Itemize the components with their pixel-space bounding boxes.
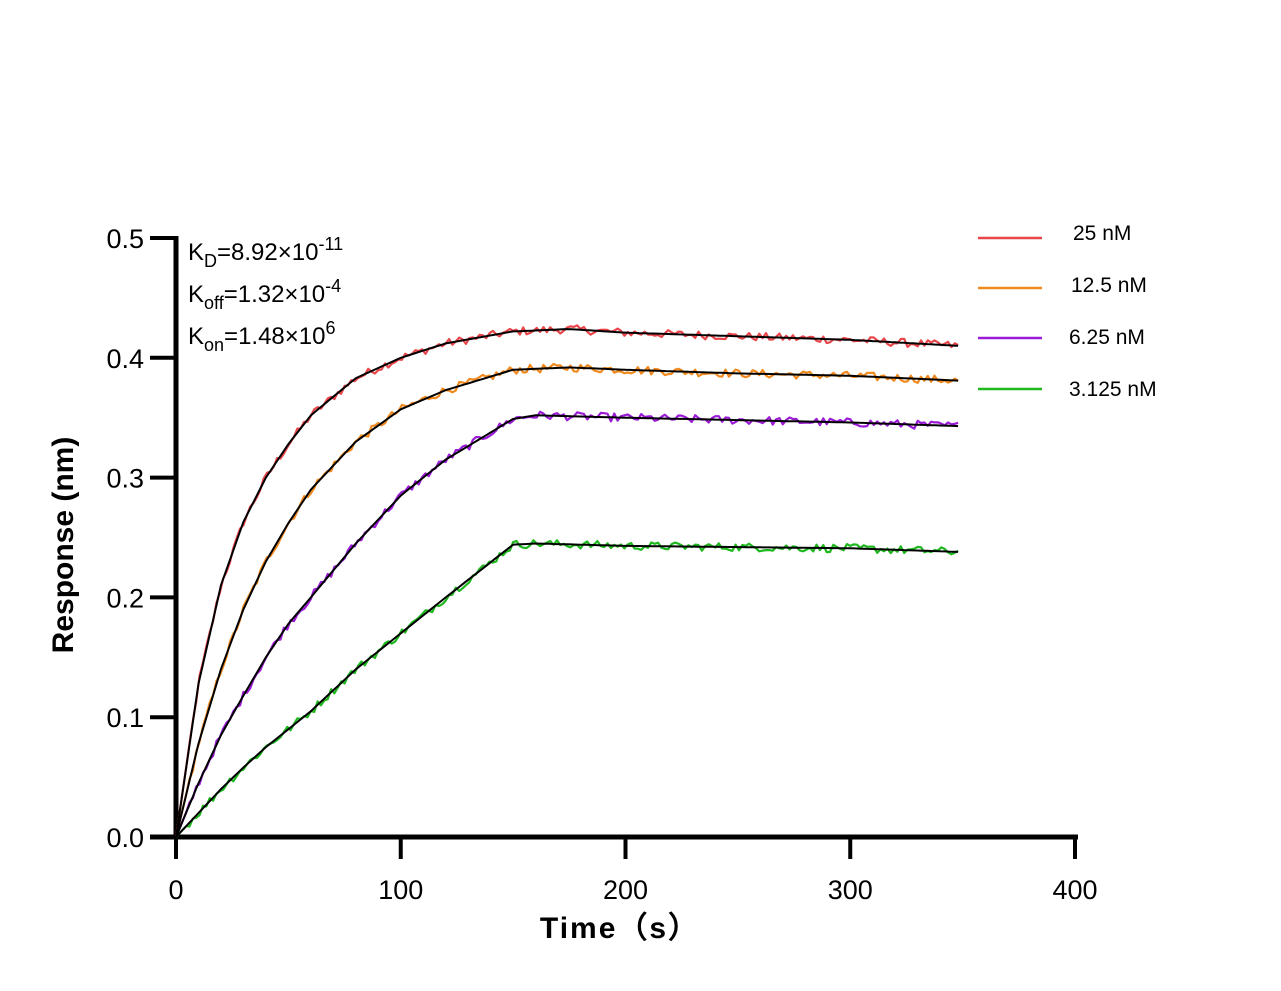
x-tick-label: 400 [1052, 875, 1097, 905]
series-line [175, 539, 959, 838]
legend: 25 nM 12.5 nM 6.25 nM 3.125 nM [978, 222, 1157, 401]
series-line [174, 324, 959, 838]
y-tick-label: 0.2 [106, 583, 144, 613]
koff-annotation: Koff=1.32×10-4 [188, 276, 341, 313]
legend-label-25nm: 25 nM [1073, 222, 1131, 245]
series-line [174, 410, 959, 838]
fit-curve [175, 328, 959, 838]
y-tick-label: 0.3 [106, 464, 144, 494]
fit-curve [175, 414, 959, 838]
fit-curve [175, 542, 959, 838]
legend-label-3-125nm: 3.125 nM [1069, 378, 1157, 401]
kon-annotation: Kon=1.48×106 [188, 318, 336, 355]
legend-label-6-25nm: 6.25 nM [1069, 326, 1145, 349]
y-tick-label: 0.0 [106, 823, 144, 853]
x-axis-title: Time（s） [540, 911, 700, 945]
fit-layer [175, 328, 959, 838]
y-tick-label: 0.1 [106, 703, 144, 733]
legend-label-12-5nm: 12.5 nM [1071, 274, 1147, 297]
series-line [174, 362, 959, 838]
x-tick-label: 300 [828, 875, 873, 905]
y-tick-label: 0.5 [106, 224, 144, 254]
y-axis-title: Response (nm) [47, 437, 80, 654]
fit-curve [175, 366, 959, 838]
series-layer [174, 324, 959, 838]
kd-annotation: KD=8.92×10-11 [188, 234, 343, 271]
x-tick-label: 200 [603, 875, 648, 905]
x-tick-label: 0 [168, 875, 183, 905]
kinetic-constants: KD=8.92×10-11 Koff=1.32×10-4 Kon=1.48×10… [188, 234, 343, 355]
y-tick-label: 0.4 [106, 344, 144, 374]
axis-ticks: 0 100 200 300 400 0.0 0.1 0.2 0.3 0.4 0.5 [106, 224, 1097, 905]
x-tick-label: 100 [378, 875, 423, 905]
